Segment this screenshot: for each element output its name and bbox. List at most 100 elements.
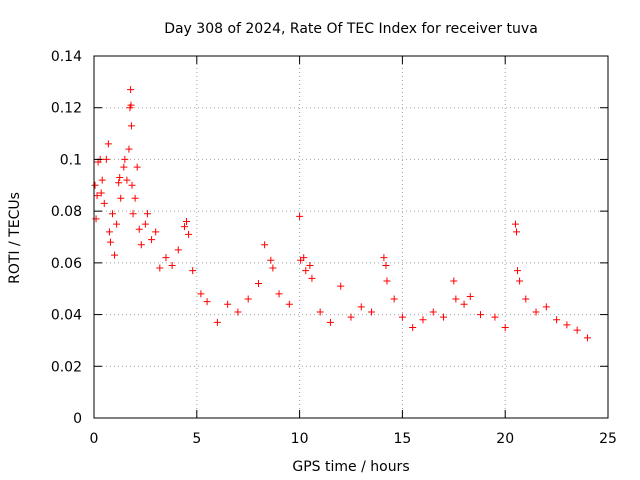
data-point <box>104 140 112 148</box>
data-point <box>93 192 101 200</box>
data-point <box>137 241 145 249</box>
data-point <box>100 199 108 207</box>
data-point <box>113 220 121 228</box>
data-point <box>380 254 388 262</box>
data-point <box>337 282 345 290</box>
data-point <box>511 220 519 228</box>
data-point <box>91 181 99 189</box>
data-point <box>244 295 252 303</box>
data-point <box>133 163 141 171</box>
data-point <box>398 313 406 321</box>
x-tick-label: 25 <box>599 431 617 447</box>
x-tick-label: 15 <box>393 431 411 447</box>
data-point <box>563 321 571 329</box>
data-point <box>127 86 135 94</box>
data-point <box>189 267 197 275</box>
data-point <box>156 264 164 272</box>
data-point <box>419 316 427 324</box>
data-point <box>174 246 182 254</box>
x-axis-tick-labels: 0 5 10 15 20 25 <box>90 431 617 447</box>
data-point <box>197 290 205 298</box>
y-axis-tick-labels: 0 0.02 0.04 0.06 0.08 0.1 0.12 0.14 <box>51 49 82 427</box>
x-tick-label: 5 <box>192 431 201 447</box>
data-point <box>409 324 417 331</box>
y-tick-label: 0.06 <box>51 256 82 272</box>
data-point <box>382 261 390 269</box>
data-point <box>120 163 128 171</box>
y-axis-label: ROTI / TECUs <box>7 192 23 284</box>
data-point <box>135 225 143 233</box>
y-tick-label: 0.02 <box>51 359 82 375</box>
plot-frame <box>93 55 609 419</box>
data-point <box>275 290 283 298</box>
data-point <box>516 277 524 285</box>
data-point <box>98 176 106 184</box>
data-point <box>183 217 191 225</box>
data-point <box>532 308 540 316</box>
data-point <box>553 316 561 324</box>
data-point <box>203 298 211 306</box>
data-point <box>296 212 304 220</box>
data-point <box>573 326 581 334</box>
data-point <box>267 256 275 264</box>
data-point <box>285 300 293 308</box>
data-point <box>450 277 458 285</box>
data-point <box>326 318 334 326</box>
data-point <box>111 251 119 259</box>
data-point <box>141 220 149 228</box>
data-point <box>123 176 131 184</box>
data-point <box>152 228 160 236</box>
data-point <box>254 280 262 288</box>
data-point <box>125 145 133 153</box>
data-point <box>583 334 591 342</box>
data-points <box>91 86 591 342</box>
data-point <box>466 292 474 300</box>
data-point <box>440 313 448 321</box>
data-point <box>185 230 193 238</box>
data-point <box>117 194 125 202</box>
y-tick-label: 0.12 <box>51 101 82 117</box>
data-point <box>224 300 232 308</box>
data-point <box>121 155 129 163</box>
data-point <box>306 261 314 269</box>
data-point <box>102 155 110 163</box>
data-point <box>383 277 391 285</box>
data-point <box>115 179 123 187</box>
data-point <box>513 228 521 236</box>
data-point <box>452 295 460 303</box>
data-point <box>162 254 170 262</box>
data-point <box>308 274 316 282</box>
x-axis-label: GPS time / hours <box>292 459 409 475</box>
data-point <box>302 267 310 275</box>
data-point <box>129 210 137 218</box>
data-point <box>106 238 114 246</box>
data-point <box>127 101 135 109</box>
x-tick-label: 10 <box>291 431 309 447</box>
data-point <box>127 122 135 130</box>
data-point <box>542 303 550 311</box>
x-tick-label: 0 <box>90 431 99 447</box>
data-point <box>460 300 468 308</box>
data-point <box>477 311 485 319</box>
y-tick-label: 0.08 <box>51 204 82 220</box>
data-point <box>316 308 324 316</box>
data-point <box>234 308 242 316</box>
data-point <box>168 261 176 269</box>
data-point <box>213 318 221 326</box>
y-tick-label: 0.04 <box>51 308 82 324</box>
y-tick-label: 0.1 <box>60 152 82 168</box>
data-point <box>522 295 530 303</box>
data-point <box>105 228 113 236</box>
grid-lines <box>94 56 608 418</box>
data-point <box>261 241 269 249</box>
data-point <box>347 313 355 321</box>
data-point <box>128 181 136 189</box>
data-point <box>180 223 188 231</box>
data-point <box>357 303 365 311</box>
data-point <box>269 264 277 272</box>
data-point <box>491 313 499 321</box>
data-point <box>300 254 308 262</box>
chart-title: Day 308 of 2024, Rate Of TEC Index for r… <box>164 21 538 37</box>
data-point <box>109 210 117 218</box>
